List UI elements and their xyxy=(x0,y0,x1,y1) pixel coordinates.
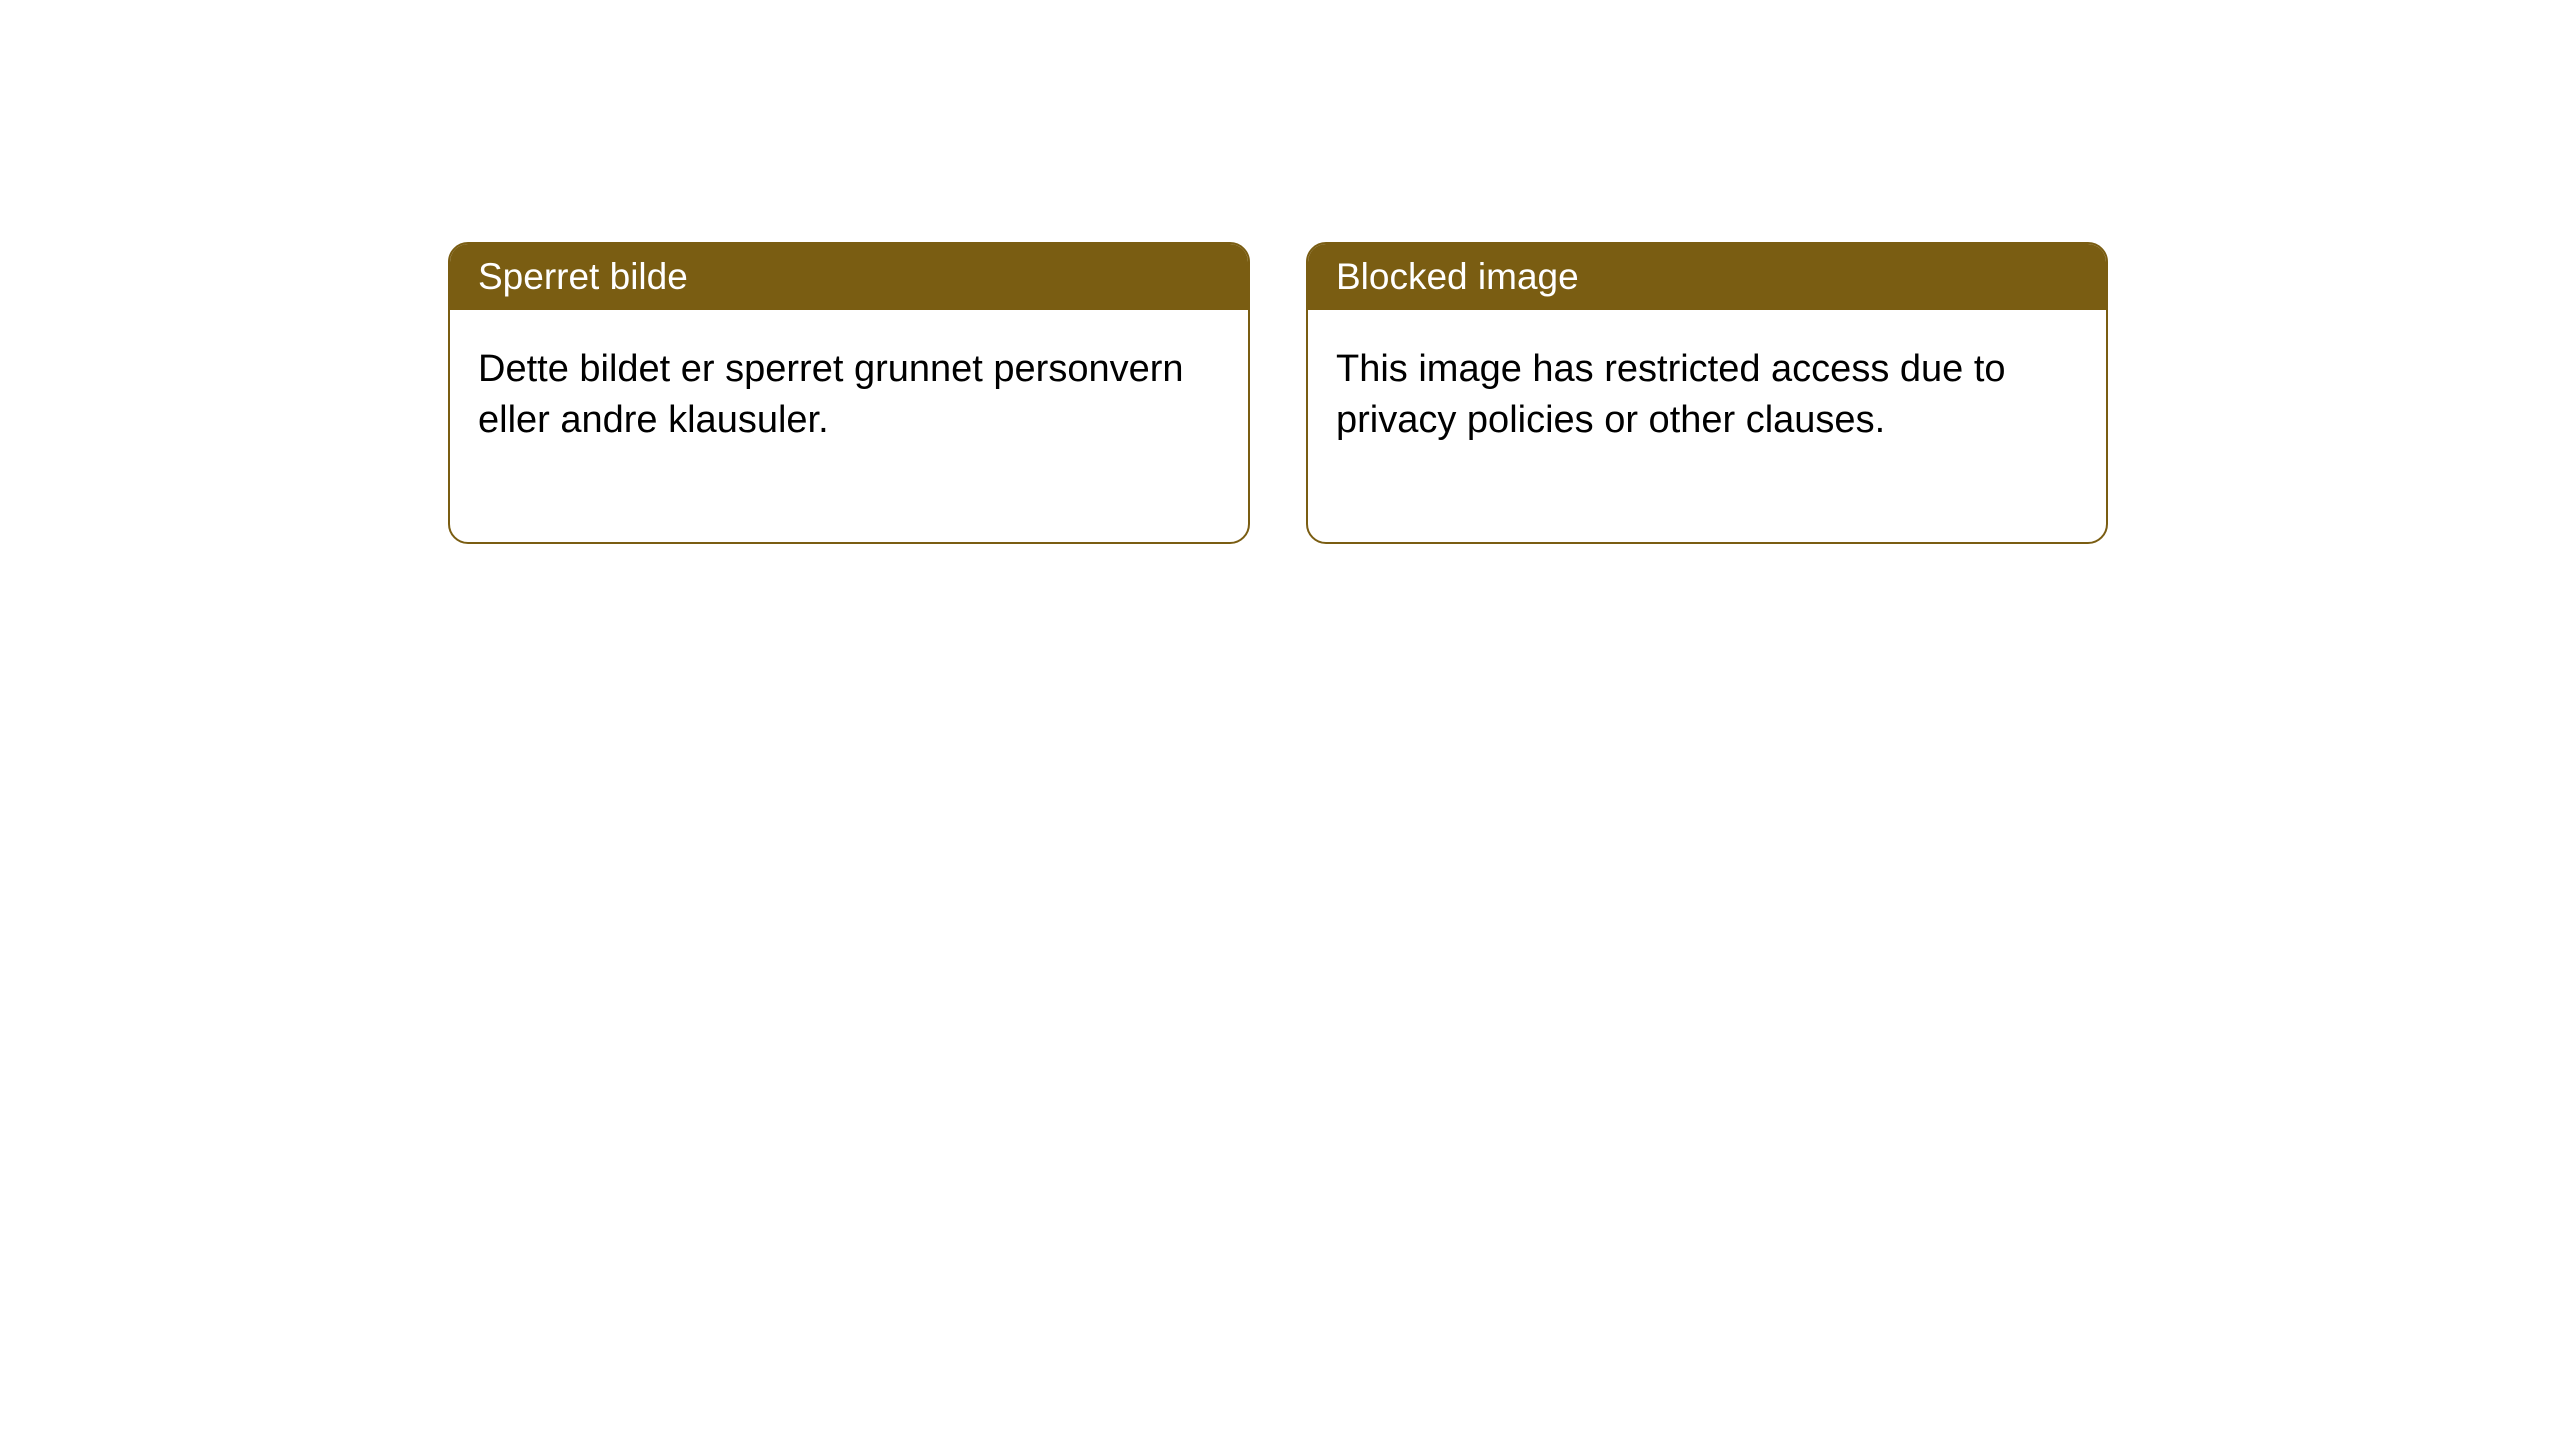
notice-body-en: This image has restricted access due to … xyxy=(1308,310,2106,542)
notice-title-no: Sperret bilde xyxy=(450,244,1248,310)
notice-container: Sperret bilde Dette bildet er sperret gr… xyxy=(0,0,2560,544)
notice-title-en: Blocked image xyxy=(1308,244,2106,310)
notice-body-no: Dette bildet er sperret grunnet personve… xyxy=(450,310,1248,542)
notice-card-no: Sperret bilde Dette bildet er sperret gr… xyxy=(448,242,1250,544)
notice-card-en: Blocked image This image has restricted … xyxy=(1306,242,2108,544)
